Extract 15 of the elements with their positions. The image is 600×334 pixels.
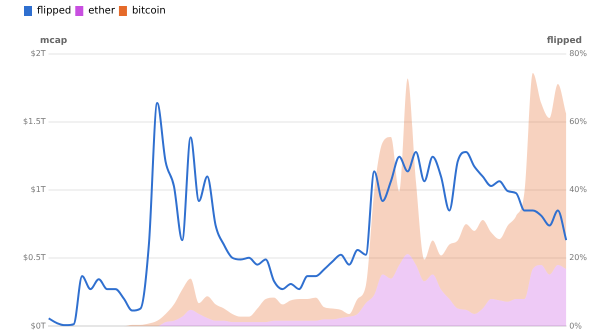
y2-tick-label: 40% [569,185,588,194]
y-tick-label: $0T [30,321,46,330]
y-tick-label: $2T [30,49,46,58]
y2-tick-label: 80% [569,49,588,58]
legend-label: flipped [37,6,72,17]
y-tick-label: $1.5T [22,117,46,126]
y-tick-label: $0.5T [22,253,46,262]
y2-tick-label: 0% [569,321,582,330]
y-axis-title: mcap [40,36,68,46]
legend-label: ether [88,6,116,17]
y2-tick-label: 20% [569,253,588,262]
legend-label: bitcoin [132,6,166,17]
y-tick-label: $1T [30,185,46,194]
y2-axis-title: flipped [546,36,582,46]
y2-tick-label: 60% [569,117,588,126]
